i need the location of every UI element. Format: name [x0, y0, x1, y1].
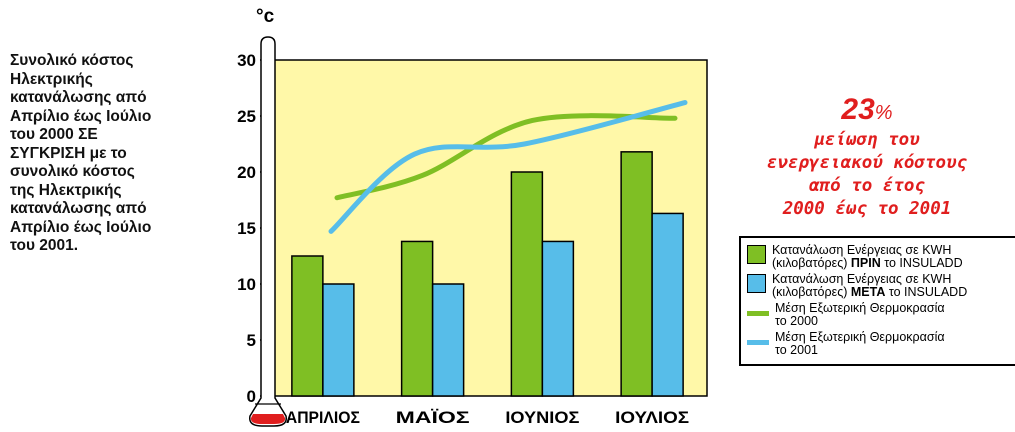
y-tick-label: 5	[247, 331, 256, 350]
y-tick-label: 30	[237, 51, 256, 70]
temperature-line-2001	[328, 100, 688, 234]
bar-before	[510, 171, 544, 397]
legend-text: Κατανάλωση Ενέργειας σε KWH (κιλοβατόρες…	[772, 272, 968, 299]
savings-callout: 23% μείωση του ενεργειακού κόστους από τ…	[722, 94, 1012, 221]
x-tick-label: ΑΠΡΙΛΙΟΣ	[286, 408, 360, 427]
thermometer-outline	[249, 36, 287, 427]
temperature-line-2000	[334, 113, 678, 201]
description-text: Συνολικό κόστος Ηλεκτρικής κατανάλωσης α…	[10, 52, 152, 254]
legend-item-before: Κατανάλωση Ενέργειας σε KWH (κιλοβατόρες…	[747, 244, 1015, 270]
percent-sign: %	[874, 102, 893, 124]
legend-item-temp-2001: Μέση Εξωτερική Θερμοκρασία το 2001	[747, 331, 1015, 357]
bar-after	[431, 283, 465, 397]
lines	[328, 100, 688, 234]
bar-after	[541, 240, 575, 397]
callout-line: 2000 έως το 2001	[782, 199, 952, 219]
y-tick-label: 0	[247, 387, 256, 406]
callout-line: ενεργειακού κόστους	[766, 153, 968, 173]
bar-before	[291, 255, 324, 397]
legend-swatch	[747, 245, 766, 264]
bar-before	[400, 240, 434, 397]
bar-after	[322, 283, 355, 397]
x-tick-label: ΙΟΥΛΙΟΣ	[615, 408, 689, 427]
x-axis-labels: ΑΠΡΙΛΙΟΣ ΜΑΪΟΣ ΙΟΥΝΙΟΣ ΙΟΥΛΙΟΣ	[286, 408, 689, 427]
x-tick-label: ΜΑΪΟΣ	[396, 408, 470, 427]
savings-percent: 23%	[722, 94, 1012, 129]
unit-label: °c	[256, 6, 275, 27]
bars	[291, 151, 684, 397]
y-tick-label: 10	[237, 275, 256, 294]
legend-line	[747, 340, 769, 345]
bar-before	[620, 151, 653, 397]
callout-line: μείωση του	[814, 130, 920, 150]
percent-value: 23	[841, 93, 875, 126]
thermometer-bulb	[250, 414, 286, 424]
legend: Κατανάλωση Ενέργειας σε KWH (κιλοβατόρες…	[739, 236, 1015, 366]
legend-text: Μέση Εξωτερική Θερμοκρασία το 2000	[775, 301, 945, 328]
legend-text: Μέση Εξωτερική Θερμοκρασία το 2001	[775, 330, 945, 357]
x-tick-label: ΙΟΥΝΙΟΣ	[505, 408, 579, 427]
y-tick-label: 25	[237, 107, 256, 126]
bar-after	[651, 212, 684, 397]
legend-item-after: Κατανάλωση Ενέργειας σε KWH (κιλοβατόρες…	[747, 273, 1015, 299]
y-tick-label: 20	[237, 163, 256, 182]
callout-line: από το έτος	[809, 176, 925, 196]
chart: 0 5 10 15 20 25 30 ΑΠΡΙΛΙΟΣ ΜΑΪΟΣ ΙΟΥΝΙΟΣ ΙΟΥΛΙΟΣ…	[237, 6, 708, 427]
legend-swatch	[747, 274, 766, 293]
legend-text: Κατανάλωση Ενέργειας σε KWH (κιλοβατόρες…	[772, 243, 963, 270]
legend-item-temp-2000: Μέση Εξωτερική Θερμοκρασία το 2000	[747, 302, 1015, 328]
legend-line	[747, 311, 769, 316]
y-tick-label: 15	[237, 219, 256, 238]
thermometer-icon	[249, 36, 287, 427]
